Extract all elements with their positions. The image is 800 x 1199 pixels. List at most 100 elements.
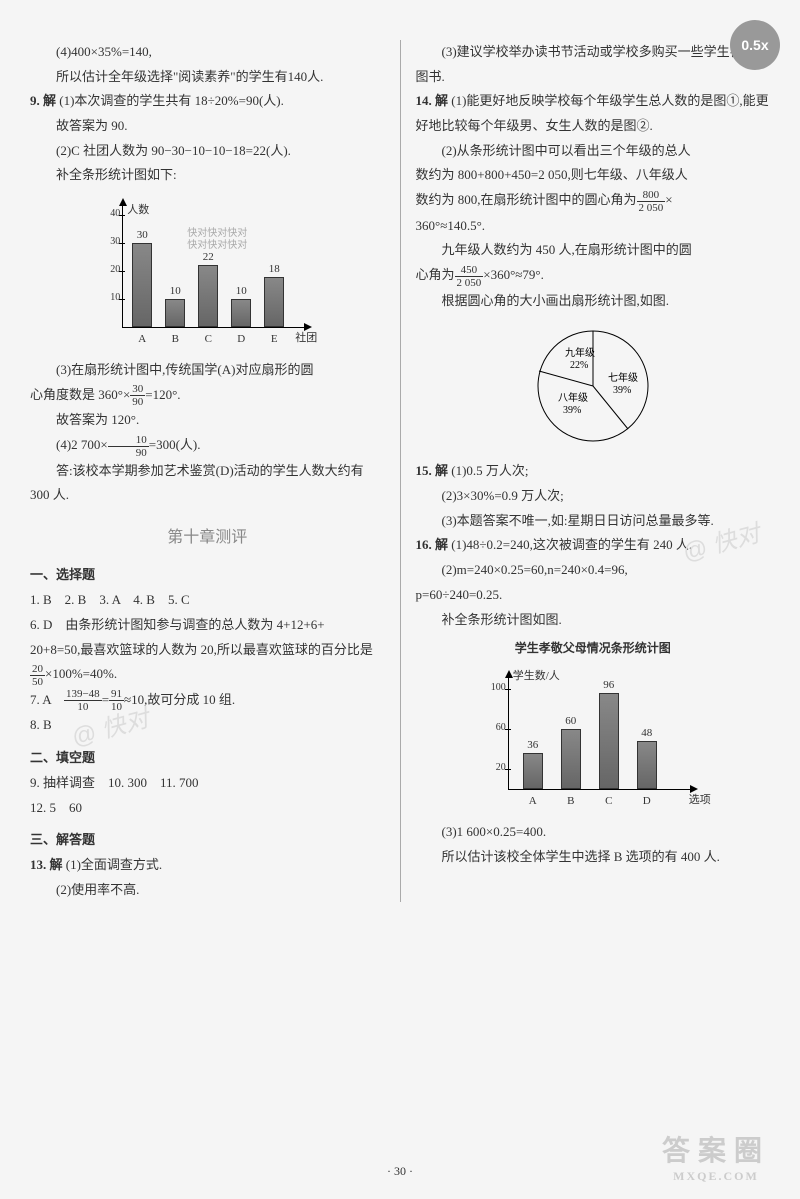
numerator: 30 xyxy=(130,383,145,396)
bar-c xyxy=(198,265,218,327)
fraction: 2050 xyxy=(30,663,45,688)
q6: 6. D 由条形统计图知参与调查的总人数为 4+12+6+ xyxy=(30,613,385,638)
text: (2)m=240×0.25=60,n=240×0.4=96, xyxy=(416,558,771,583)
bar-value: 48 xyxy=(632,727,662,739)
numerator: 20 xyxy=(30,663,45,676)
bar-b xyxy=(165,299,185,327)
y-tick: 20 xyxy=(488,762,506,773)
fraction: 8002 050 xyxy=(637,189,666,214)
text: (1)本次调查的学生共有 18÷20%=90(人). xyxy=(59,93,284,108)
x-label: D xyxy=(637,795,657,807)
bar-c xyxy=(599,693,619,789)
x-label: B xyxy=(561,795,581,807)
column-divider xyxy=(400,40,401,902)
content-columns: (4)400×35%=140, 所以估计全年级选择"阅读素养"的学生有140人.… xyxy=(30,40,770,902)
text: 补全条形统计图如下: xyxy=(30,163,385,188)
y-axis-title: 人数 xyxy=(127,201,149,217)
y-axis xyxy=(508,675,509,790)
fraction: 1090 xyxy=(108,434,149,459)
x-label: A xyxy=(523,795,543,807)
bar-value: 10 xyxy=(226,285,256,297)
text: 所以估计全年级选择"阅读素养"的学生有140人. xyxy=(30,65,385,90)
text: 所以估计该校全体学生中选择 B 选项的有 400 人. xyxy=(416,845,771,870)
bar-b xyxy=(561,729,581,789)
q15-label: 15. 解 xyxy=(416,463,449,478)
text: (2)C 社团人数为 90−30−10−10−18=22(人). xyxy=(30,139,385,164)
pie-label: 39% xyxy=(563,405,581,416)
text: 根据圆心角的大小画出扇形统计图,如图. xyxy=(416,289,771,314)
text: 心角度数是 360°×3090=120°. xyxy=(30,383,385,409)
text: 答:该校本学期参加艺术鉴赏(D)活动的学生人数大约有 300 人. xyxy=(30,459,385,508)
numerator: 450 xyxy=(455,264,484,277)
bar-e xyxy=(264,277,284,327)
y-axis xyxy=(122,203,123,328)
fill-answers: 12. 5 60 xyxy=(30,796,385,821)
pie-label: 九年级 xyxy=(565,346,595,359)
tick-line xyxy=(119,271,125,272)
q16: 16. 解 (1)48÷0.2=240,这次被调查的学生有 240 人. xyxy=(416,533,771,558)
tick-line xyxy=(505,769,511,770)
text: =300(人). xyxy=(149,437,201,452)
text: (2)3×30%=0.9 万人次; xyxy=(416,484,771,509)
q13-label: 13. 解 xyxy=(30,857,63,872)
text: 故答案为 120°. xyxy=(30,408,385,433)
text: ×100%=40%. xyxy=(45,666,117,681)
q9: 9. 解 (1)本次调查的学生共有 18÷20%=90(人). xyxy=(30,89,385,114)
tick-line xyxy=(505,729,511,730)
text: 九年级人数约为 450 人,在扇形统计图中的圆 xyxy=(416,238,771,263)
denominator: 2 050 xyxy=(637,202,666,214)
subsection: 二、填空题 xyxy=(30,746,385,771)
fraction: 4502 050 xyxy=(455,264,484,289)
numerator: 10 xyxy=(108,434,149,447)
arrow-up-icon xyxy=(505,670,513,678)
y-axis-title: 学生数/人 xyxy=(513,667,560,683)
zoom-badge[interactable]: 0.5x xyxy=(730,20,780,70)
bar-d xyxy=(231,299,251,327)
tick-line xyxy=(119,215,125,216)
text: 心角为4502 050×360°≈79°. xyxy=(416,263,771,289)
pie-label: 八年级 xyxy=(558,391,588,404)
y-tick: 40 xyxy=(102,208,120,219)
subsection: 三、解答题 xyxy=(30,828,385,853)
text: (4)2 700× xyxy=(56,437,108,452)
text: (3)本题答案不唯一,如:星期日日访问总量最多等. xyxy=(416,509,771,534)
pie-svg: 九年级 22% 七年级 39% 八年级 39% xyxy=(513,321,673,451)
text: (3)1 600×0.25=400. xyxy=(416,820,771,845)
text: × xyxy=(665,192,672,207)
bar-a xyxy=(132,243,152,327)
numerator: 139−48 xyxy=(64,688,102,701)
tick-line xyxy=(119,299,125,300)
text: (1)48÷0.2=240,这次被调查的学生有 240 人. xyxy=(451,537,692,552)
bar-value: 96 xyxy=(594,679,624,691)
x-label: C xyxy=(599,795,619,807)
fraction: 9110 xyxy=(109,688,124,713)
text: 20+8=50,最喜欢篮球的人数为 20,所以最喜欢篮球的百分比是2050×10… xyxy=(30,638,385,688)
fill-answers: 9. 抽样调查 10. 300 11. 700 xyxy=(30,771,385,796)
q8: 8. B xyxy=(30,713,385,738)
fraction: 139−4810 xyxy=(64,688,102,713)
text: 心角为 xyxy=(416,267,455,282)
denominator: 10 xyxy=(64,701,102,713)
bar-value: 22 xyxy=(193,251,223,263)
answer-watermark: 答案圈 MXQE.COM xyxy=(662,1129,770,1184)
x-label: C xyxy=(198,333,218,345)
bar-value: 60 xyxy=(556,715,586,727)
y-tick: 20 xyxy=(102,264,120,275)
y-tick: 10 xyxy=(102,292,120,303)
text: (4)400×35%=140, xyxy=(30,40,385,65)
watermark-main: 答案圈 xyxy=(662,1136,770,1167)
pie-chart: 九年级 22% 七年级 39% 八年级 39% xyxy=(513,321,673,451)
chart-watermark: 快对快对快对 快对快对快对 xyxy=(187,228,247,252)
text: =120°. xyxy=(145,387,180,402)
x-label: A xyxy=(132,333,152,345)
y-tick: 100 xyxy=(488,682,506,693)
bar-value: 36 xyxy=(518,739,548,751)
text: 数约为 800,在扇形统计图中的圆心角为 xyxy=(416,192,637,207)
text: = xyxy=(102,692,109,707)
text: (2)从条形统计图中可以看出三个年级的总人 xyxy=(416,139,771,164)
tick-line xyxy=(119,243,125,244)
text: (4)2 700×1090=300(人). xyxy=(30,433,385,459)
q16-label: 16. 解 xyxy=(416,537,449,552)
bar-value: 18 xyxy=(259,263,289,275)
q14: 14. 解 (1)能更好地反映学校每个年级学生总人数的是图①,能更好地比较每个年… xyxy=(416,89,771,138)
